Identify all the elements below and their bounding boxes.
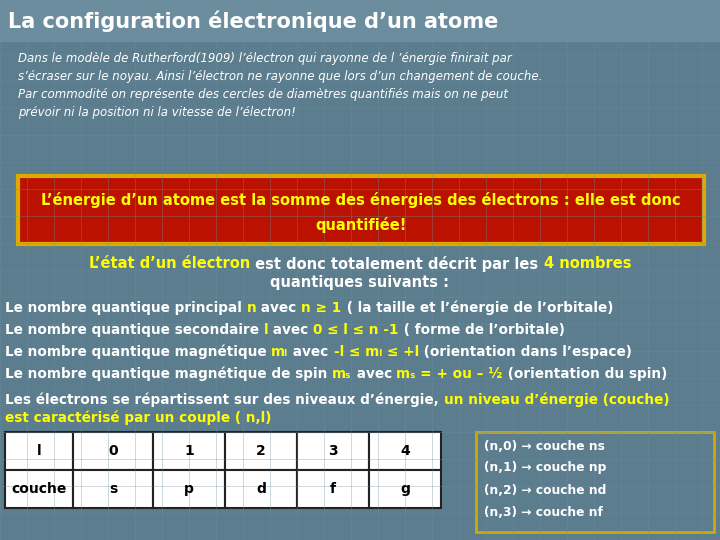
- Text: 3: 3: [328, 444, 338, 458]
- Text: n: n: [247, 301, 256, 315]
- Text: La configuration électronique d’un atome: La configuration électronique d’un atome: [8, 10, 498, 32]
- Text: Le nombre quantique secondaire: Le nombre quantique secondaire: [5, 323, 264, 337]
- Bar: [73, 432, 153, 470]
- Text: avec: avec: [256, 301, 302, 315]
- Text: (orientation du spin): (orientation du spin): [503, 367, 667, 381]
- Bar: [369, 470, 441, 508]
- Text: g: g: [400, 482, 410, 496]
- Bar: [18, 176, 704, 244]
- Text: avec: avec: [351, 367, 397, 381]
- Text: mₗ: mₗ: [271, 345, 289, 359]
- Text: (n,1) → couche np: (n,1) → couche np: [484, 462, 606, 475]
- Text: 0: 0: [108, 444, 118, 458]
- Bar: [225, 432, 297, 470]
- Text: quantifiée!: quantifiée!: [315, 217, 407, 233]
- Bar: [297, 470, 369, 508]
- Text: avec: avec: [269, 323, 313, 337]
- Text: 1: 1: [184, 444, 194, 458]
- Text: 4 nombres: 4 nombres: [544, 256, 631, 272]
- Text: l: l: [264, 323, 269, 337]
- Text: Le nombre quantique magnétique de spin: Le nombre quantique magnétique de spin: [5, 367, 332, 381]
- Text: (n,3) → couche nf: (n,3) → couche nf: [484, 505, 603, 518]
- Text: -l ≤ mₗ ≤ +l: -l ≤ mₗ ≤ +l: [333, 345, 419, 359]
- Text: d: d: [256, 482, 266, 496]
- Text: 2: 2: [256, 444, 266, 458]
- Text: couche: couche: [12, 482, 67, 496]
- Text: L’état d’un électron: L’état d’un électron: [89, 256, 251, 272]
- Bar: [5, 432, 73, 470]
- Text: s: s: [109, 482, 117, 496]
- Text: est caractérisé par un couple ( n,l): est caractérisé par un couple ( n,l): [5, 411, 271, 426]
- Text: quantiques suivants :: quantiques suivants :: [271, 275, 449, 291]
- Bar: [5, 470, 73, 508]
- Text: ( forme de l’orbitale): ( forme de l’orbitale): [399, 323, 564, 337]
- Text: p: p: [184, 482, 194, 496]
- Bar: [297, 432, 369, 470]
- Bar: [476, 432, 714, 532]
- Text: 0 ≤ l ≤ n -1: 0 ≤ l ≤ n -1: [313, 323, 399, 337]
- Text: ( la taille et l’énergie de l’orbitale): ( la taille et l’énergie de l’orbitale): [341, 301, 613, 315]
- Text: Dans le modèle de Rutherford(1909) l’électron qui rayonne de l ’énergie finirait: Dans le modèle de Rutherford(1909) l’éle…: [18, 52, 542, 119]
- Text: est donc totalement décrit par les: est donc totalement décrit par les: [251, 256, 544, 272]
- Text: mₛ: mₛ: [332, 367, 351, 381]
- Text: f: f: [330, 482, 336, 496]
- Bar: [153, 470, 225, 508]
- Text: n ≥ 1: n ≥ 1: [302, 301, 341, 315]
- Text: Les électrons se répartissent sur des niveaux d’énergie,: Les électrons se répartissent sur des ni…: [5, 393, 444, 407]
- Bar: [73, 470, 153, 508]
- Text: Le nombre quantique principal: Le nombre quantique principal: [5, 301, 247, 315]
- Bar: [225, 470, 297, 508]
- Bar: [153, 432, 225, 470]
- Text: (orientation dans l’espace): (orientation dans l’espace): [419, 345, 631, 359]
- Text: avec: avec: [289, 345, 333, 359]
- Text: l: l: [37, 444, 41, 458]
- Text: (n,2) → couche nd: (n,2) → couche nd: [484, 483, 606, 496]
- Bar: [369, 432, 441, 470]
- Text: (n,0) → couche ns: (n,0) → couche ns: [484, 440, 605, 453]
- Bar: [0, 0, 720, 42]
- Text: un niveau d’énergie (couche): un niveau d’énergie (couche): [444, 393, 669, 407]
- Text: L’énergie d’un atome est la somme des énergies des électrons : elle est donc: L’énergie d’un atome est la somme des én…: [41, 192, 681, 208]
- Text: 4: 4: [400, 444, 410, 458]
- Text: Le nombre quantique magnétique: Le nombre quantique magnétique: [5, 345, 271, 359]
- Text: mₛ = + ou – ½: mₛ = + ou – ½: [397, 367, 503, 381]
